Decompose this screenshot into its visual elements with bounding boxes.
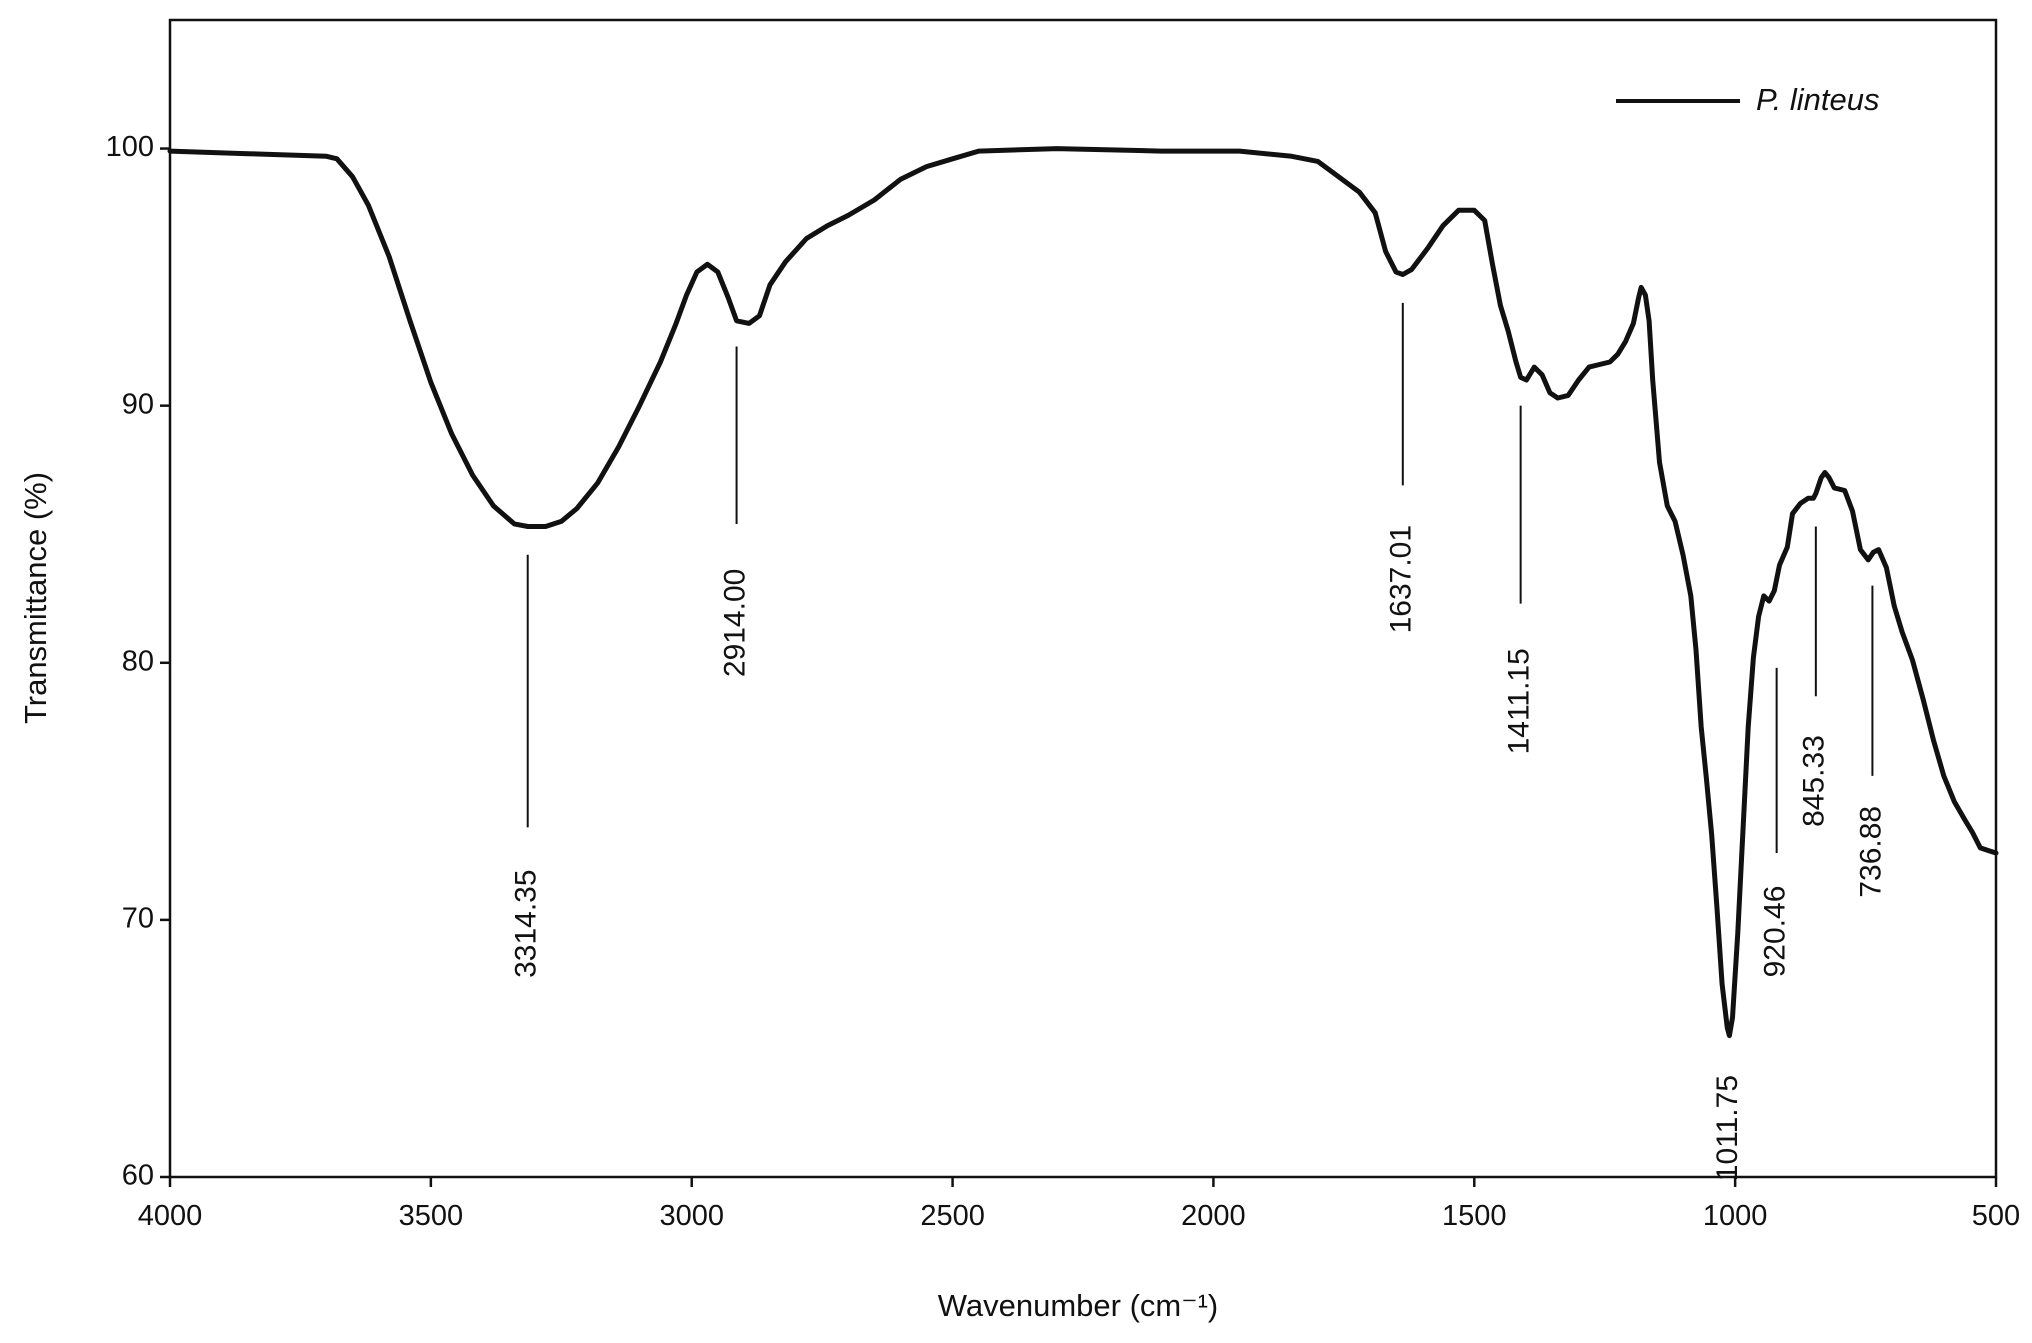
plot-frame [168, 18, 1998, 1179]
x-tick-label: 2000 [1181, 1200, 1246, 1232]
peak-label: 2914.00 [719, 569, 752, 677]
peak-label: 1011.75 [1711, 1075, 1744, 1181]
x-tick-label: 500 [1972, 1200, 2020, 1232]
y-tick-label: 60 [122, 1160, 154, 1192]
x-tick-label: 1000 [1703, 1200, 1768, 1232]
y-axis-title: Transmittance (%) [18, 472, 53, 724]
y-tick-label: 100 [106, 131, 154, 163]
x-tick-label: 2500 [920, 1200, 985, 1232]
y-tick-label: 90 [122, 388, 154, 420]
peak-label: 845.33 [1798, 735, 1831, 827]
x-axis-title: Wavenumber (cm⁻¹) [938, 1288, 1218, 1323]
legend-label: P. linteus [1756, 82, 1880, 117]
x-tick-label: 3000 [659, 1200, 724, 1232]
y-tick-label: 80 [122, 645, 154, 677]
peak-label: 3314.35 [510, 869, 543, 977]
y-axis: 60 70 80 90 100 [106, 131, 170, 1192]
series-line-p-linteus [167, 146, 1999, 1039]
x-tick-label: 1500 [1442, 1200, 1507, 1232]
x-tick-label: 4000 [138, 1200, 203, 1232]
peak-label: 736.88 [1854, 806, 1887, 898]
peak-label: 1637.01 [1385, 525, 1418, 633]
legend: P. linteus [1616, 82, 1880, 117]
peak-label: 920.46 [1759, 886, 1792, 978]
peak-annotations: 3314.35 2914.00 1637.01 1411.15 1011.75 920.4… [510, 302, 1887, 1181]
peak-label: 1411.15 [1503, 648, 1536, 754]
x-axis: 4000 3500 3000 2500 2000 1500 1000 500 [138, 1177, 2020, 1232]
y-tick-label: 70 [122, 903, 154, 935]
x-tick-label: 3500 [399, 1200, 464, 1232]
